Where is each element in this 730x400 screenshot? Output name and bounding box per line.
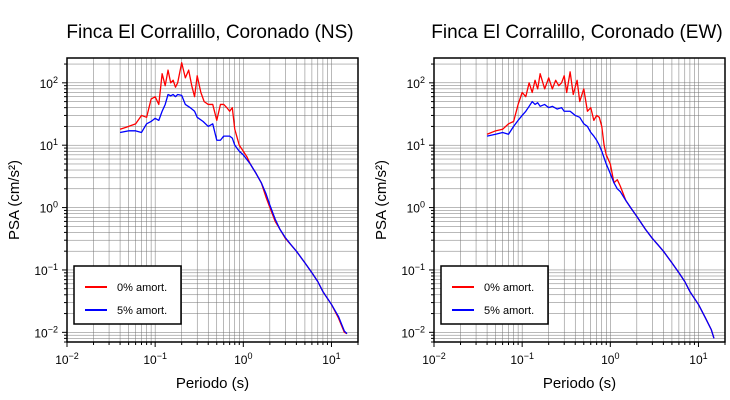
y-tick-label: 101 [40, 137, 58, 153]
x-tick-label: 10−2 [55, 351, 79, 367]
series-group [486, 71, 715, 339]
axis-ticks [62, 63, 359, 347]
y-tick-label: 10−1 [401, 262, 425, 278]
legend-label: 0% amort. [117, 282, 167, 294]
x-tick-label: 101 [322, 351, 340, 367]
y-tick-label: 102 [40, 75, 58, 91]
series-line-5pct [119, 93, 348, 335]
x-tick-label: 10−2 [422, 351, 446, 367]
x-tick-label: 101 [689, 351, 707, 367]
chart-title: Finca El Corralillo, Coronado (NS) [66, 22, 353, 43]
y-tick-label: 102 [407, 75, 425, 91]
x-tick-label: 10−1 [510, 351, 534, 367]
plot-frame [433, 57, 726, 343]
y-tick-label: 10−1 [34, 262, 58, 278]
y-tick-label: 100 [407, 200, 425, 216]
y-axis-label: PSA (cm/s²) [373, 160, 390, 240]
axis-ticks [429, 63, 726, 347]
chart-title: Finca El Corralillo, Coronado (EW) [431, 22, 722, 43]
plot-frame [66, 57, 359, 343]
series-line-5pct [486, 100, 715, 339]
chart-panel-1: Finca El Corralillo, Coronado (EW) 10−2 10… [373, 22, 726, 392]
x-tick-label: 100 [234, 351, 252, 367]
legend-box [440, 265, 549, 325]
chart-panel-0: Finca El Corralillo, Coronado (NS) 10−2 10… [6, 22, 359, 392]
y-axis-label: PSA (cm/s²) [6, 160, 23, 240]
y-tick-label: 101 [407, 137, 425, 153]
x-axis-label: Periodo (s) [543, 375, 616, 392]
legend-label: 5% amort. [484, 305, 534, 317]
x-axis-label: Periodo (s) [176, 375, 249, 392]
legend-label: 5% amort. [117, 305, 167, 317]
x-tick-label: 100 [601, 351, 619, 367]
legend: 0% amort. 5% amort. [440, 265, 549, 325]
x-tick-label: 10−1 [143, 351, 167, 367]
y-tick-label: 100 [40, 200, 58, 216]
legend-box [73, 265, 182, 325]
legend: 0% amort. 5% amort. [73, 265, 182, 325]
y-tick-label: 10−2 [401, 324, 425, 340]
series-group [119, 62, 348, 335]
legend-label: 0% amort. [484, 282, 534, 294]
y-tick-label: 10−2 [34, 324, 58, 340]
